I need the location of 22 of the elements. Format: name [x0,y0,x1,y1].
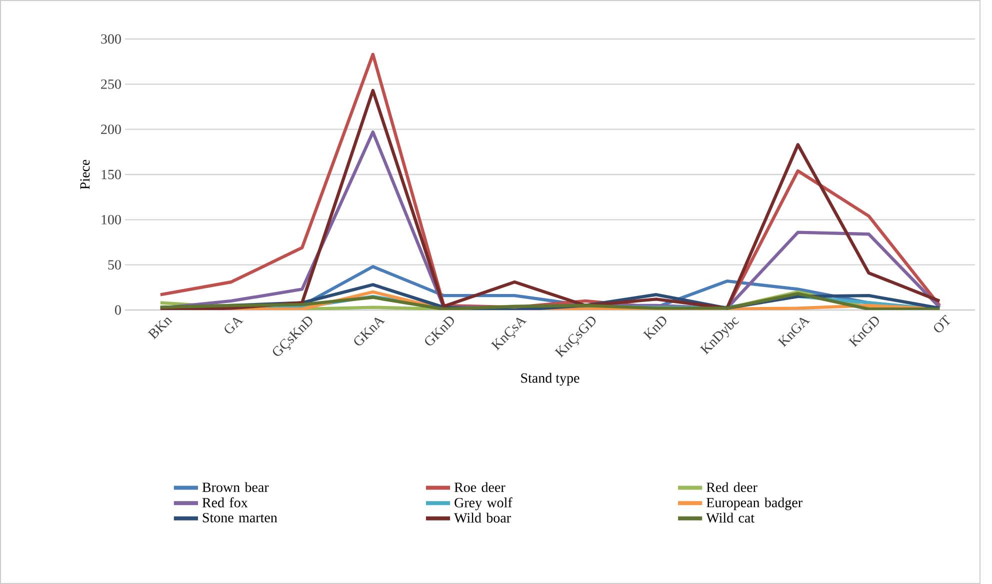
x-tick-label: BKn [148,318,172,340]
legend-label: Stone marten [202,512,278,522]
legend-label: Roe deer [454,482,506,492]
y-tick-label: 300 [101,34,121,44]
legend-label: Grey wolf [454,497,512,510]
y-tick-label: 200 [101,124,121,134]
x-tick-label: KnD [642,316,666,340]
y-tick-label: 50 [108,260,121,270]
y-tick-label: 150 [102,170,121,180]
y-tick-label: 250 [101,79,121,89]
legend-label: Wild boar [454,512,511,523]
y-axis-title: Piece [80,160,90,190]
x-axis-title: Stand type [521,372,580,386]
legend-label: Wild cat [706,512,754,523]
legend-label: Brown bear [202,482,269,492]
x-tick-label: OT [934,314,950,332]
x-tick-label: GA [224,318,244,334]
y-tick-label: 100 [102,214,121,224]
y-tick-label: 0 [115,305,121,315]
legend-label: Red deer [706,482,758,492]
legend-label: European badger [706,497,802,510]
legend-label: Red fox [202,497,248,508]
